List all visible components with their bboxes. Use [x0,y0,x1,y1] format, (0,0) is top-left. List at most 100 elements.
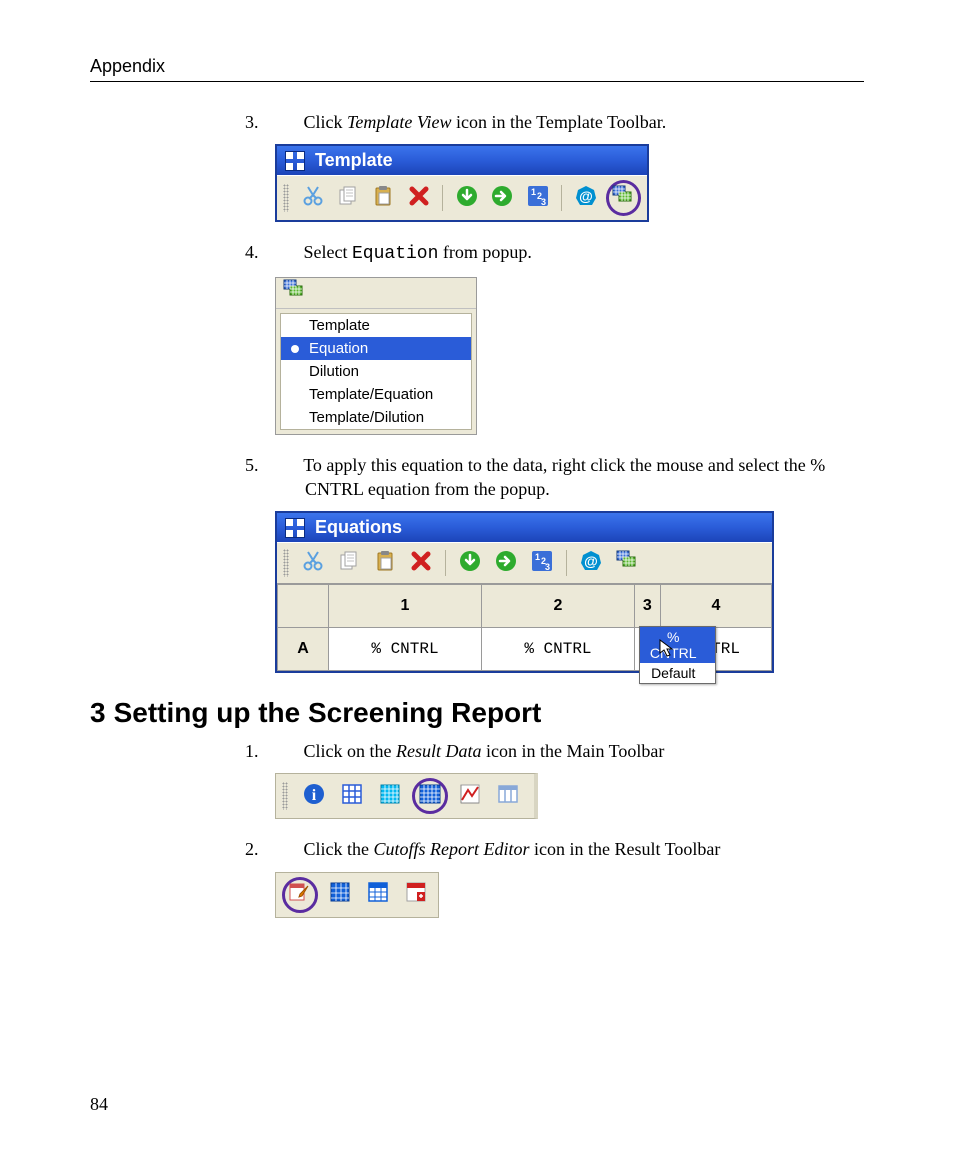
copy-button[interactable] [333,547,365,579]
right-arrow-button[interactable] [490,547,522,579]
section-number: 3 [90,697,106,728]
template-view-button[interactable] [606,180,641,216]
cut-button[interactable] [297,182,328,214]
copy-icon [337,549,361,578]
toolbar-separator [442,185,443,211]
equations-window: Equations 123@ 1234 A% CNTRL% CNTRL% CNT… [275,511,774,673]
down-arrow-icon [455,184,479,213]
cut-icon [301,184,325,213]
section-title: Setting up the Screening Report [114,697,542,728]
template-view-icon [615,549,639,578]
grid-fine-button[interactable] [374,780,406,812]
right-arrow-button[interactable] [487,182,518,214]
step-text-post: icon in the Main Toolbar [482,741,665,761]
step-text-pre: Select [304,242,352,262]
grid-fine-icon [378,782,402,811]
template-title: Template [315,150,393,171]
step-text-em: Template View [347,112,452,132]
info-button[interactable]: i [298,780,330,812]
numbers-button[interactable]: 123 [526,547,558,579]
down-arrow-button[interactable] [451,182,482,214]
svg-text:1: 1 [535,552,540,562]
document-page: Appendix 3. Click Template View icon in … [0,0,954,1159]
main-toolbar: i [275,773,538,819]
report-red-icon [404,880,428,909]
cutoffs-editor-icon [288,880,312,909]
grid-col-header[interactable]: 1 [329,585,482,628]
equations-titlebar[interactable]: Equations [277,513,772,542]
template-view-button[interactable] [611,547,643,579]
step-text-post: from popup. [438,242,532,262]
window-grid-icon [285,518,305,538]
cut-button[interactable] [297,547,329,579]
section-heading: 3 Setting up the Screening Report [90,697,864,729]
svg-text:3: 3 [541,197,546,207]
grid-blue-icon [328,880,352,909]
grid-col-header[interactable]: 4 [660,585,771,628]
step-text-post: icon in the Result Toolbar [530,839,721,859]
context-menu-item[interactable]: Default [640,663,715,683]
figure-popup-menu: TemplateEquationDilutionTemplate/Equatio… [275,277,864,435]
grid-button[interactable] [336,780,368,812]
columns-icon [496,782,520,811]
paste-button[interactable] [369,547,401,579]
figure-template-window: Template 123 @ [275,144,864,222]
paste-button[interactable] [368,182,399,214]
grid-blue2-button[interactable] [362,879,394,911]
menu-item-dilution[interactable]: Dilution [281,360,471,383]
svg-text:1: 1 [531,187,536,197]
step-text: To apply this equation to the data, righ… [303,455,825,499]
svg-text:i: i [312,787,317,804]
grid-cell[interactable]: % CNTRL [329,628,482,671]
equations-title: Equations [315,517,402,538]
template-titlebar[interactable]: Template [277,146,647,175]
menu-item-template-equation[interactable]: Template/Equation [281,383,471,406]
chart-button[interactable] [454,780,486,812]
grid-col-header[interactable]: 3 [634,585,660,628]
grid-cell[interactable]: % CNTRL [481,628,634,671]
at-button[interactable]: @ [575,547,607,579]
delete-button[interactable] [405,547,437,579]
report-red-button[interactable] [400,879,432,911]
figure-result-toolbar [275,872,864,918]
down-arrow-button[interactable] [454,547,486,579]
menu-item-template[interactable]: Template [281,314,471,337]
svg-text:3: 3 [545,562,550,572]
equations-grid[interactable]: 1234 A% CNTRL% CNTRL% CNTRLDefaultCNTRL [277,583,772,671]
numbers-button[interactable]: 123 [522,182,553,214]
grid-cell[interactable]: % CNTRLDefault [634,628,660,671]
step-number: 4. [275,240,299,264]
menu-item-equation[interactable]: Equation [281,337,471,360]
window-grid-icon [285,151,305,171]
step-text-post: icon in the Template Toolbar. [452,112,667,132]
toolbar-grip [282,782,288,810]
delete-button[interactable] [403,182,434,214]
equations-toolbar: 123 @ [277,542,772,583]
copy-button[interactable] [332,182,363,214]
step-b1: 1. Click on the Result Data icon in the … [275,739,864,763]
figure-main-toolbar: i [275,773,864,819]
numbers-icon: 123 [530,549,554,578]
step-text-code: Equation [352,244,438,264]
down-arrow-icon [458,549,482,578]
grid-col-header[interactable]: 2 [481,585,634,628]
at-button[interactable]: @ [570,182,601,214]
columns-button[interactable] [492,780,524,812]
menu-item-template-dilution[interactable]: Template/Dilution [281,406,471,429]
step-4: 4. Select Equation from popup. [275,240,864,266]
cutoffs-editor-button[interactable] [282,877,318,913]
template-view-icon [611,184,635,213]
running-head: Appendix [90,56,864,82]
template-toolbar: 123 @ [277,175,647,220]
result-toolbar [275,872,439,918]
right-arrow-icon [494,549,518,578]
grid-row-header: A [278,628,329,671]
paste-icon [373,549,397,578]
result-data-button[interactable] [412,778,448,814]
grid-blue-button[interactable] [324,879,356,911]
page-number: 84 [90,1094,108,1115]
grid-blue2-icon [366,880,390,909]
mouse-cursor-icon [658,638,678,658]
popup-menu[interactable]: TemplateEquationDilutionTemplate/Equatio… [280,313,472,430]
step-5: 5. To apply this equation to the data, r… [275,453,864,502]
